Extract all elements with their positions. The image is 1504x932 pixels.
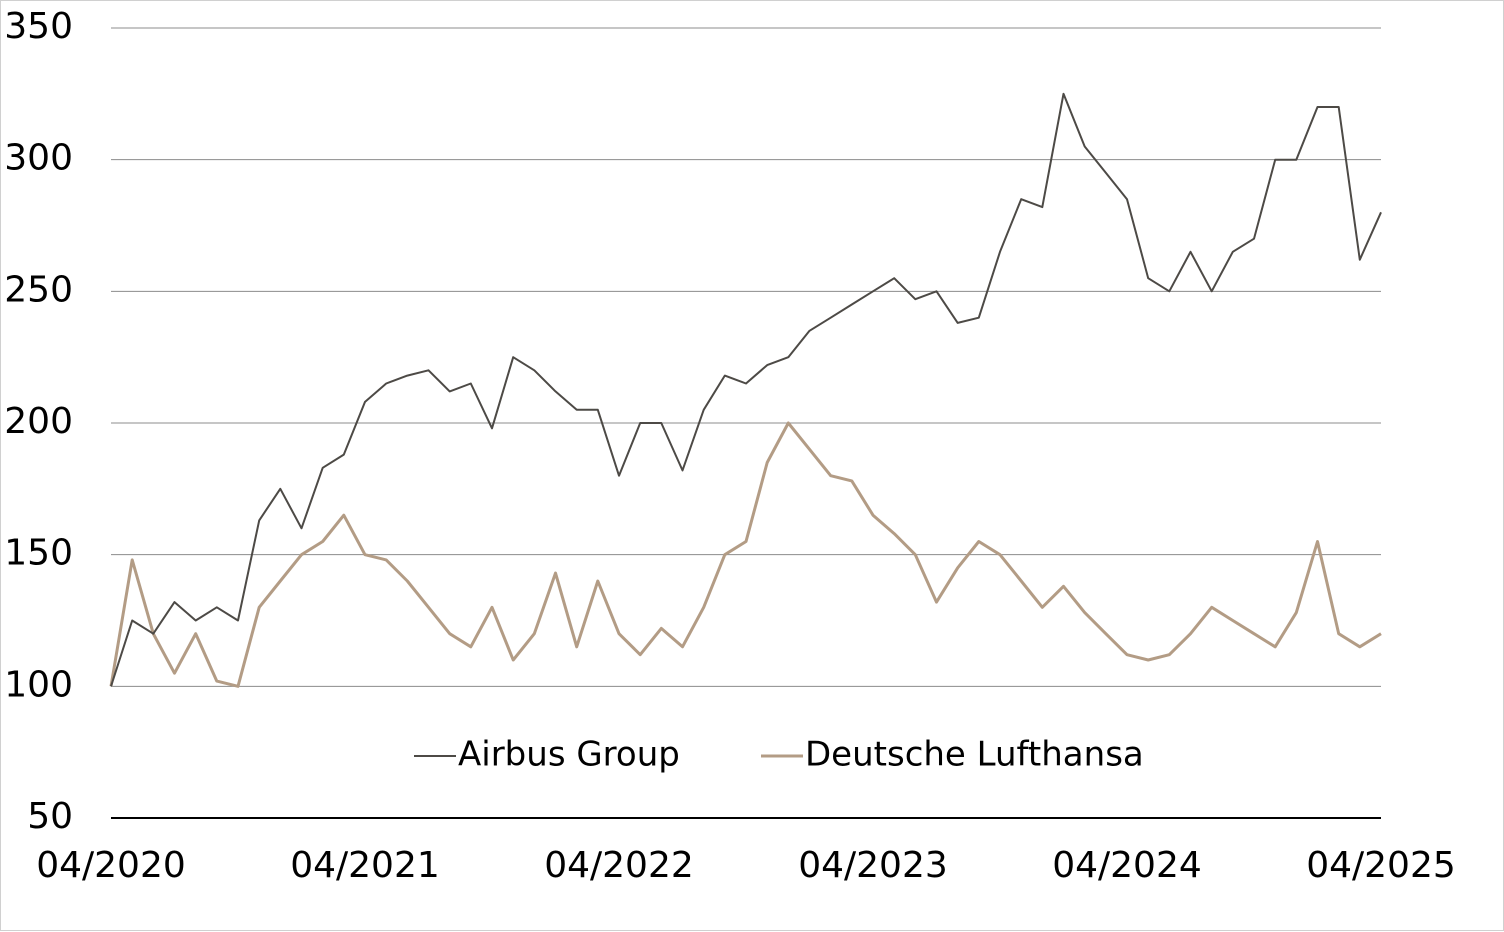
x-tick-label: 04/2024 [1052,845,1202,886]
y-tick-label: 250 [4,269,73,310]
series-line-airbus-group [110,92,1382,687]
series-lines [109,92,1382,688]
legend: Airbus Group Deutsche Lufthansa [414,735,1144,775]
y-tick-label: 350 [4,6,73,47]
x-tick-label: 04/2023 [798,845,948,886]
y-tick-label: 300 [4,138,73,179]
x-tick-label: 04/2022 [544,845,694,886]
series-line-deutsche-lufthansa [109,421,1382,688]
y-tick-label: 150 [4,533,73,574]
y-tick-label: 200 [4,401,73,442]
y-tick-label: 100 [4,664,73,705]
x-tick-label: 04/2020 [36,845,186,886]
x-tick-label: 04/2025 [1306,845,1456,886]
x-tick-label: 04/2021 [290,845,440,886]
x-axis-tick-labels: 04/2020 04/2021 04/2022 04/2023 04/2024 04/20… [36,845,1456,886]
y-axis-tick-labels: 50 100 150 200 250 300 350 [4,6,73,837]
legend-label-deutsche-lufthansa: Deutsche Lufthansa [805,735,1144,775]
legend-label-airbus-group: Airbus Group [458,735,680,775]
y-gridlines [111,27,1381,819]
y-tick-label: 50 [27,796,73,837]
